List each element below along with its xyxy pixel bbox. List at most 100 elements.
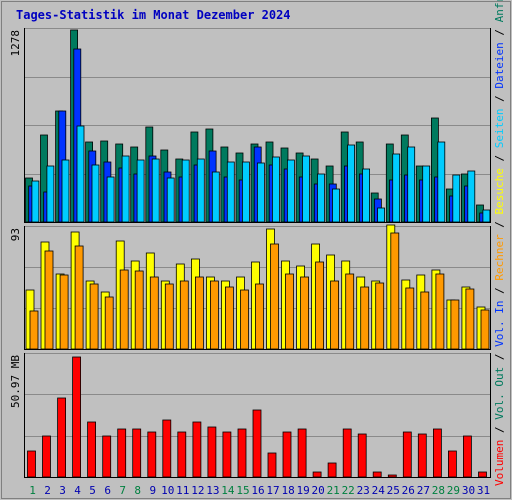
x-tick-label: 11 [176, 484, 189, 497]
x-tick-label: 27 [417, 484, 430, 497]
bar [42, 435, 51, 478]
bar [196, 158, 205, 223]
x-tick-label: 7 [119, 484, 126, 497]
bar [482, 209, 491, 223]
bar [417, 433, 427, 478]
bar [420, 291, 430, 350]
bar [211, 171, 220, 223]
bar [297, 428, 307, 478]
x-tick-label: 24 [372, 484, 386, 497]
bar [226, 161, 235, 223]
legend-separator: / [493, 148, 506, 168]
legend-item: Seiten [493, 108, 506, 148]
bar [387, 474, 397, 478]
x-tick-label: 18 [281, 484, 294, 497]
x-tick-label: 16 [251, 484, 264, 497]
legend-item: Vol. Out [493, 367, 506, 420]
bar [362, 168, 371, 223]
bar [372, 471, 382, 478]
x-tick-label: 3 [59, 484, 66, 497]
x-axis-labels: 1 2 3 4 5 6 7 8 9 10 11 12 13 14 15 16 17 18 19 20 21 22 23 24 2… [29, 484, 490, 497]
bar [179, 280, 189, 350]
y-max-label: 93 [9, 228, 22, 241]
bar [121, 155, 130, 223]
bar [452, 174, 461, 223]
x-tick-label: 17 [266, 484, 279, 497]
bar [437, 141, 446, 223]
bar [27, 450, 36, 478]
legend-item: Dateien [493, 42, 506, 88]
legend-item: Besuche [493, 168, 506, 214]
x-tick-label: 25 [387, 484, 400, 497]
x-tick-label: 30 [462, 484, 475, 497]
bar [44, 250, 54, 350]
bar [72, 356, 81, 478]
right-legend-text: Volumen / Vol. Out / Vol. In / Rechner /… [493, 0, 506, 486]
bar [147, 431, 157, 478]
bar [282, 431, 292, 478]
bar [59, 274, 69, 350]
bar [91, 164, 100, 223]
bar [162, 419, 172, 478]
bar [347, 144, 356, 223]
bar [224, 286, 234, 350]
bar [407, 146, 416, 223]
x-tick-label: 2 [44, 484, 51, 497]
bar [117, 428, 127, 478]
bar [252, 409, 262, 478]
bar [76, 125, 85, 223]
bar [106, 176, 115, 223]
legend-separator: / [493, 420, 506, 440]
series-seiten [31, 125, 491, 223]
x-tick-label: 29 [447, 484, 460, 497]
x-tick-label: 15 [236, 484, 249, 497]
bar [209, 280, 219, 350]
x-tick-label: 12 [191, 484, 204, 497]
bar [104, 296, 114, 350]
bar [267, 452, 277, 478]
bar [450, 299, 460, 350]
bar [345, 273, 355, 350]
chart-title: Tages-Statistik im Monat Dezember 2024 [16, 8, 291, 22]
x-tick-label: 1 [29, 484, 36, 497]
bar [134, 270, 144, 350]
bar [222, 431, 232, 478]
bar [467, 170, 476, 223]
x-tick-label: 26 [402, 484, 415, 497]
bar [132, 428, 142, 478]
x-tick-label: 20 [311, 484, 324, 497]
bar [192, 421, 202, 478]
x-tick-label: 31 [477, 484, 490, 497]
bar [136, 159, 145, 223]
bar [61, 159, 70, 223]
x-tick-label: 10 [161, 484, 174, 497]
bar [465, 288, 475, 350]
bar [360, 286, 370, 350]
bar [315, 261, 325, 350]
bar [119, 269, 129, 350]
bar [164, 283, 174, 350]
x-tick-label: 19 [296, 484, 309, 497]
legend-item: Rechner [493, 234, 506, 281]
x-tick-label: 6 [104, 484, 111, 497]
legend-item: Vol. In [493, 301, 506, 347]
x-tick-label: 5 [89, 484, 96, 497]
bar [241, 161, 250, 223]
bar [332, 188, 340, 223]
bar [480, 309, 490, 350]
bar [317, 173, 325, 223]
bar [29, 310, 39, 350]
bar [302, 155, 310, 223]
x-tick-label: 21 [327, 484, 340, 497]
bar [435, 273, 445, 350]
bar [102, 435, 112, 478]
bar [240, 289, 249, 350]
x-tick-label: 28 [432, 484, 445, 497]
bar [447, 450, 457, 478]
x-tick-label: 9 [149, 484, 156, 497]
bar [432, 428, 442, 478]
bar [405, 287, 415, 350]
bar [312, 471, 322, 478]
